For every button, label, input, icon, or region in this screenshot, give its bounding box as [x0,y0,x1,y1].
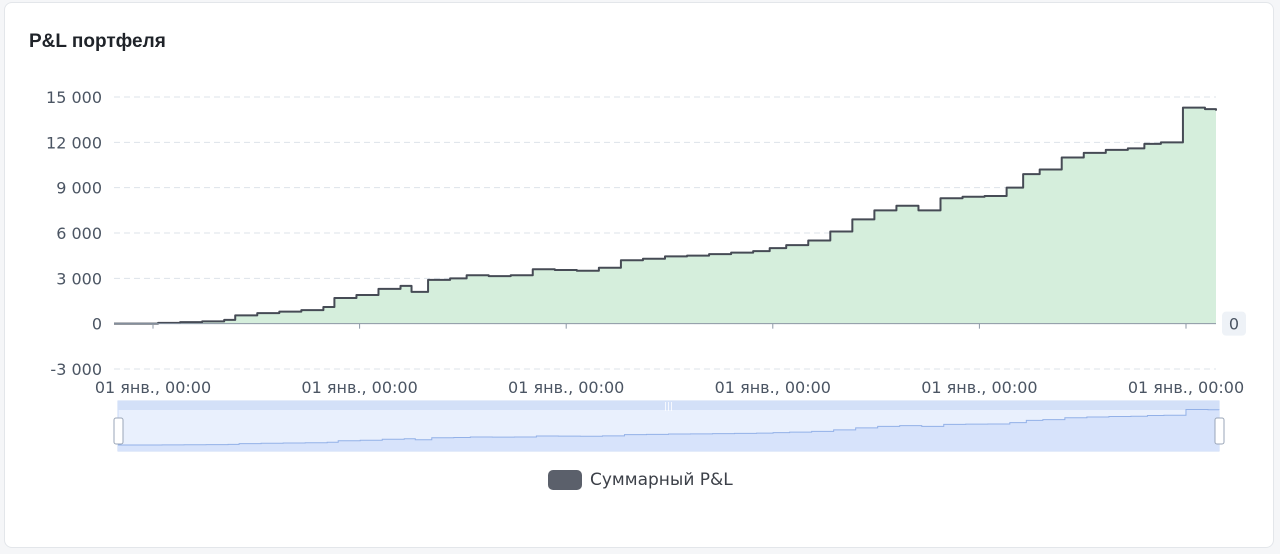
zoom-preview-line [118,408,1220,446]
legend-label: Суммарный P&L [590,470,733,490]
zoom-drag-grip: ||| [664,402,673,412]
x-tick-label: 01 янв., 00:00 [95,378,211,397]
x-tick-label: 01 янв., 00:00 [921,378,1037,397]
end-value-label: 0 [1229,315,1239,334]
y-tick-label: 12 000 [46,133,102,152]
series-area [114,107,1216,324]
y-tick-label: 3 000 [56,269,102,288]
zoom-handle-right[interactable] [1214,417,1225,445]
series-line [114,106,1217,325]
y-tick-label: 9 000 [56,179,102,198]
end-value-badge [1222,311,1246,336]
y-tick-label: 6 000 [56,224,102,243]
y-tick-label: -3 000 [50,360,102,379]
card-title: P&L портфеля [29,31,166,52]
x-tick-label: 01 янв., 00:00 [1128,378,1244,397]
y-tick-label: 15 000 [46,88,102,107]
zoom-handle-left[interactable] [113,417,124,445]
x-tick-label: 01 янв., 00:00 [715,378,831,397]
zoom-slider-drag-bar [118,401,1219,410]
x-tick-label: 01 янв., 00:00 [508,378,624,397]
y-tick-label: 0 [92,315,102,334]
x-tick-label: 01 янв., 00:00 [301,378,417,397]
zoom-preview-area [118,409,1219,451]
legend-swatch [548,470,582,490]
legend[interactable]: Суммарный P&L [548,470,733,490]
